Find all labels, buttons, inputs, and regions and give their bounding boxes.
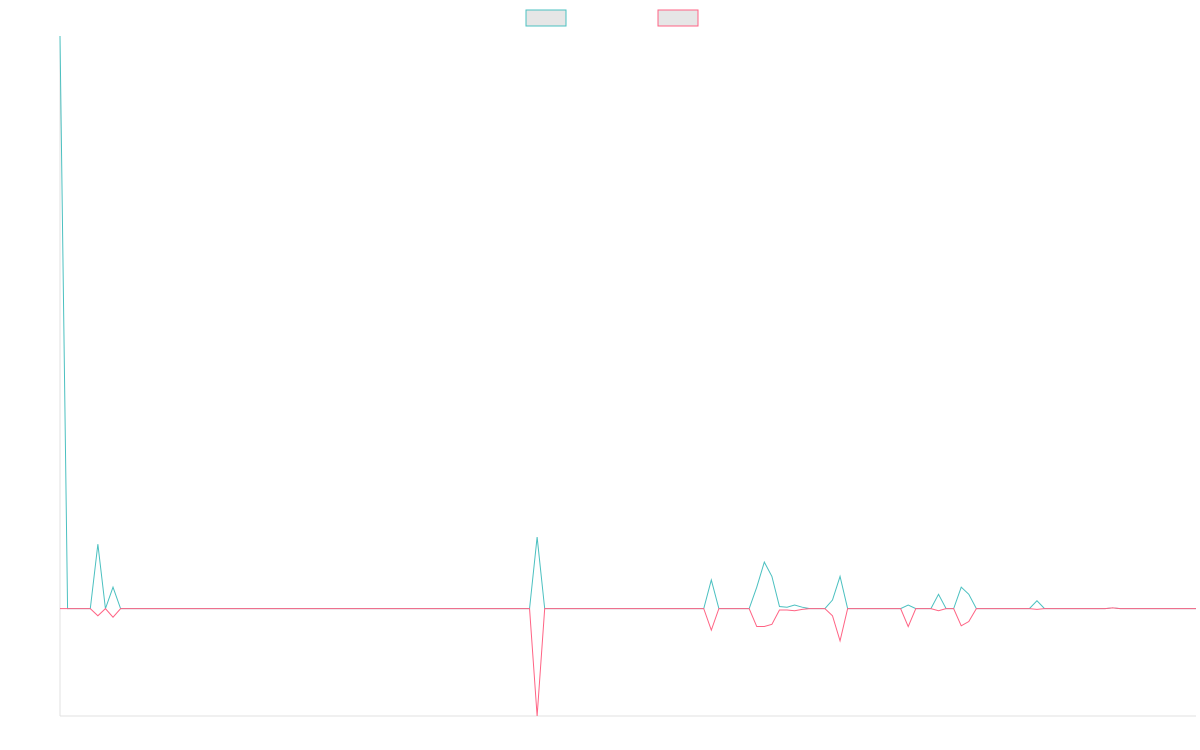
series-layer <box>59 35 1196 717</box>
series-line-2 <box>60 607 1196 717</box>
series-line-1 <box>59 35 1196 610</box>
legend-swatch-1[interactable] <box>525 9 567 27</box>
legend-swatch-2[interactable] <box>657 9 699 27</box>
legend <box>525 9 699 27</box>
axes <box>59 36 1196 717</box>
